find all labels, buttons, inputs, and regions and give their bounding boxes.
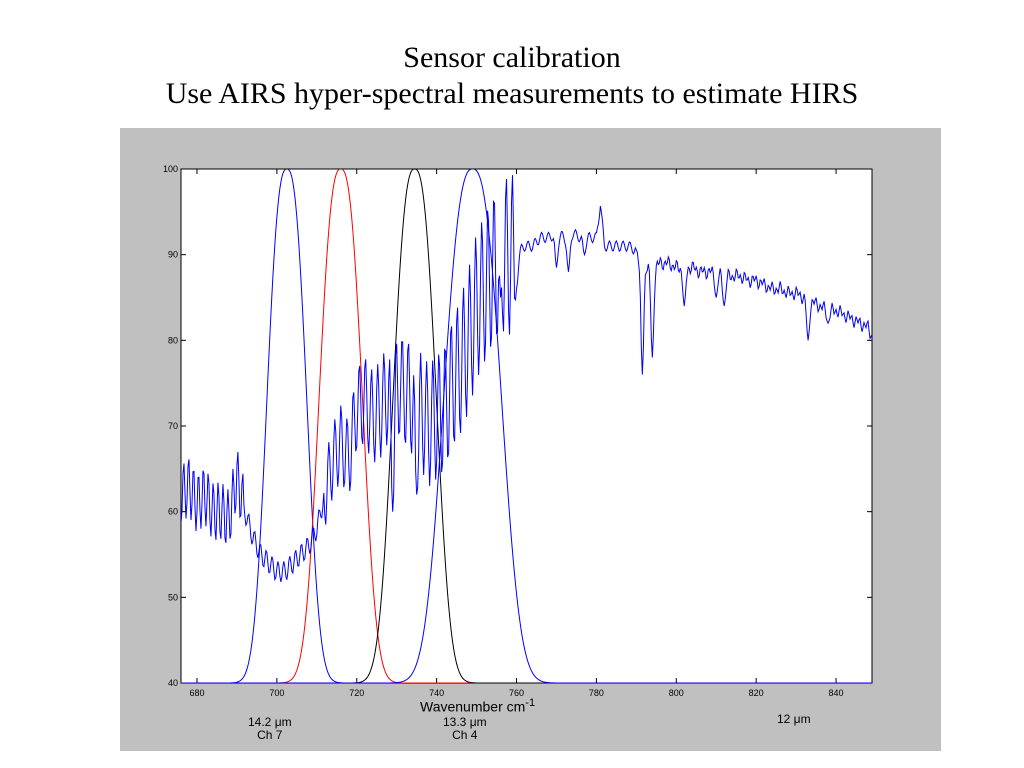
- plot-area: [180, 168, 873, 684]
- annotation-ch4: 13.3 μm Ch 4: [443, 716, 487, 742]
- y-tick-label-1: 50: [168, 592, 178, 602]
- x-tick-label-2: 720: [349, 688, 364, 698]
- x-tick-label-1: 700: [269, 688, 284, 698]
- spectrum-chart: 680 700 720 740 760 780 800 820 840 40 50 60 70 80 90 1…: [163, 164, 873, 698]
- x-tick-label-8: 840: [829, 688, 844, 698]
- x-tick-label-5: 780: [589, 688, 604, 698]
- x-tick-label-6: 800: [669, 688, 684, 698]
- series-line-4: [181, 175, 872, 582]
- x-axis-label-text: Wavenumber cm: [420, 698, 526, 715]
- x-tick-label-3: 740: [429, 688, 444, 698]
- annotation-ch4-channel: Ch 4: [452, 728, 478, 742]
- x-axis-label-superscript: -1: [525, 697, 536, 709]
- annotation-ch7-channel: Ch 7: [257, 728, 283, 742]
- annotation-ch4-wavelength: 13.3 μm: [443, 715, 487, 729]
- series-line-0: [181, 169, 872, 683]
- slide-title-line-1: Sensor calibration: [403, 41, 621, 74]
- x-tick-label-7: 820: [749, 688, 764, 698]
- y-tick-label-0: 40: [168, 678, 178, 688]
- y-tick-label-6: 100: [163, 164, 178, 174]
- x-tick-label-0: 680: [189, 688, 204, 698]
- y-tick-label-2: 60: [168, 507, 178, 517]
- slide-title: Sensor calibration Use AIRS hyper-spectr…: [0, 40, 1024, 112]
- annotation-12um: 12 μm: [777, 713, 811, 726]
- x-tick-label-4: 760: [509, 688, 524, 698]
- y-tick-label-3: 70: [168, 421, 178, 431]
- annotation-ch7: 14.2 μm Ch 7: [248, 716, 292, 742]
- annotation-ch7-wavelength: 14.2 μm: [248, 715, 292, 729]
- annotation-12um-wavelength: 12 μm: [777, 712, 811, 726]
- slide-title-line-2: Use AIRS hyper-spectral measurements to …: [165, 77, 859, 110]
- figure-panel: 680 700 720 740 760 780 800 820 840 40 50 60 70 80 90 1…: [120, 128, 941, 751]
- y-tick-label-4: 80: [168, 335, 178, 345]
- x-axis-label: Wavenumber cm-1: [420, 697, 535, 715]
- y-tick-label-5: 90: [168, 250, 178, 260]
- series-line-3: [181, 169, 872, 683]
- series-line-1: [181, 169, 872, 683]
